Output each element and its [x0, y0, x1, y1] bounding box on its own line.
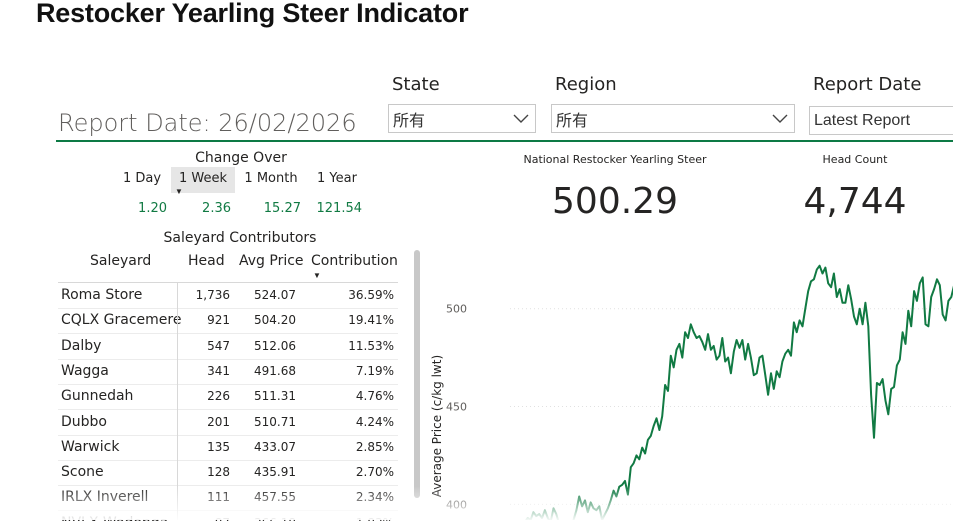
y-tick-label: 500 [446, 303, 467, 316]
saleyard-cell: Scone [61, 464, 104, 481]
table-row[interactable]: Gunnedah 226 511.31 4.76% [58, 384, 398, 411]
contribution-cell: 11.53% [348, 338, 394, 353]
table-row[interactable]: IRLX Inverell 111 457.55 2.34% [58, 485, 398, 512]
avg-price-cell: 366.18 [238, 516, 296, 521]
y-tick-label: 400 [446, 498, 467, 511]
report-date-filter-label: Report Date [813, 74, 922, 95]
head-cell: 201 [207, 414, 230, 429]
head-cell: 921 [207, 313, 230, 328]
table-row[interactable]: Roma Store 1,736 524.07 36.59% [58, 283, 398, 309]
avg-price-cell: 512.06 [254, 338, 296, 353]
change-1-month-value: 15.27 [263, 201, 301, 216]
contribution-cell: 7.19% [355, 363, 394, 378]
head-cell: 135 [207, 439, 230, 454]
avg-price-cell: 435.91 [254, 465, 296, 480]
head-count-value: 4,744 [803, 181, 907, 222]
region-filter-label: Region [555, 74, 617, 95]
head-cell: 111 [207, 490, 230, 505]
head-cell: 1,736 [195, 288, 230, 302]
national-indicator-label: National Restocker Yearling Steer [523, 153, 707, 166]
saleyard-cell: CQLX Gracemere [61, 312, 182, 329]
y-tick-label: 450 [446, 401, 467, 414]
table-row[interactable]: Wagga 341 491.68 7.19% [58, 359, 398, 385]
head-cell: 226 [207, 389, 230, 404]
contribution-cell: 2.85% [355, 439, 394, 454]
avg-price-cell: 510.71 [254, 414, 296, 429]
series-line [525, 264, 953, 520]
avg-price-cell: 457.55 [254, 490, 296, 505]
avg-price-cell: 511.31 [254, 389, 296, 404]
region-dropdown[interactable]: 所有 [551, 104, 795, 133]
change-1-day-value: 1.20 [138, 201, 167, 216]
saleyard-cell: Wagga [61, 362, 109, 379]
sort-descending-icon: ▼ [313, 271, 321, 280]
avg-price-cell: 491.68 [254, 363, 296, 378]
table-row[interactable]: Scone 128 435.91 2.70% [58, 460, 398, 487]
avg-price-cell: 524.07 [254, 288, 296, 302]
report-date-text: Report Date: 26/02/2026 [58, 109, 357, 137]
table-row[interactable]: Warwick 135 433.07 2.85% [58, 435, 398, 461]
chevron-down-icon [772, 114, 788, 123]
contribution-cell: 19.41% [348, 313, 394, 328]
col-header-contribution[interactable]: Contribution [311, 253, 398, 269]
head-cell: 341 [207, 363, 230, 378]
col-header-avg-price[interactable]: Avg Price [239, 253, 304, 269]
saleyard-cell: NVLX Wodonga [61, 515, 168, 521]
state-dropdown[interactable]: 所有 [388, 104, 536, 133]
contributors-table: Roma Store 1,736 524.07 36.59% CQLX Gracemer… [58, 282, 398, 521]
contribution-cell: 2.34% [355, 490, 394, 505]
contribution-cell: 4.24% [355, 414, 394, 429]
period-1-day-button[interactable]: 1 Day [122, 171, 162, 186]
change-over-title: Change Over [195, 150, 287, 166]
col-header-head[interactable]: Head [188, 253, 225, 269]
head-cell: 128 [207, 465, 230, 480]
contribution-cell: 2.70% [355, 465, 394, 480]
change-1-week-value: 2.36 [202, 201, 231, 216]
page-title: Restocker Yearling Steer Indicator [36, 0, 469, 28]
head-count-label: Head Count [822, 153, 888, 166]
saleyard-cell: Gunnedah [61, 388, 134, 405]
contributors-title: Saleyard Contributors [163, 230, 317, 246]
saleyard-cell: IRLX Inverell [61, 489, 149, 506]
active-period-caret-icon: ▼ [175, 187, 183, 196]
state-dropdown-value: 所有 [393, 112, 426, 130]
price-line-chart: 400 450 500 Average Price (c/kg lwt) [430, 264, 953, 520]
table-row[interactable]: Dalby 547 512.06 11.53% [58, 334, 398, 360]
period-1-week-button[interactable]: 1 Week [171, 167, 235, 193]
saleyard-cell: Dubbo [61, 413, 107, 430]
national-indicator-value: 500.29 [552, 181, 678, 222]
change-1-year-value: 121.54 [316, 201, 363, 216]
contribution-cell: 36.59% [348, 288, 394, 302]
col-header-saleyard[interactable]: Saleyard [90, 253, 152, 269]
contribution-cell: 4.76% [355, 389, 394, 404]
avg-price-cell: 433.07 [254, 439, 296, 454]
state-filter-label: State [392, 74, 440, 95]
report-date-dropdown-value: Latest Report [814, 111, 911, 129]
table-column-divider [177, 282, 178, 520]
region-dropdown-value: 所有 [556, 112, 589, 130]
y-axis-title: Average Price (c/kg lwt) [430, 355, 444, 497]
period-1-year-button[interactable]: 1 Year [317, 171, 357, 186]
saleyard-cell: Roma Store [61, 287, 143, 303]
table-scrollbar[interactable] [414, 250, 420, 498]
head-cell: 87 [178, 516, 230, 521]
saleyard-cell: Warwick [61, 438, 120, 455]
table-row[interactable]: NVLX Wodonga 87 366.18 1.83% [58, 511, 398, 521]
report-date-dropdown[interactable]: Latest Report [809, 106, 953, 135]
saleyard-cell: Dalby [61, 337, 102, 354]
head-cell: 547 [207, 338, 230, 353]
table-row[interactable]: CQLX Gracemere 921 504.20 19.41% [58, 308, 398, 335]
avg-price-cell: 504.20 [254, 313, 296, 328]
contribution-cell: 1.83% [308, 516, 394, 521]
header-divider [56, 140, 953, 142]
period-1-month-button[interactable]: 1 Month [244, 171, 298, 186]
chevron-down-icon [513, 114, 529, 123]
table-row[interactable]: Dubbo 201 510.71 4.24% [58, 410, 398, 436]
